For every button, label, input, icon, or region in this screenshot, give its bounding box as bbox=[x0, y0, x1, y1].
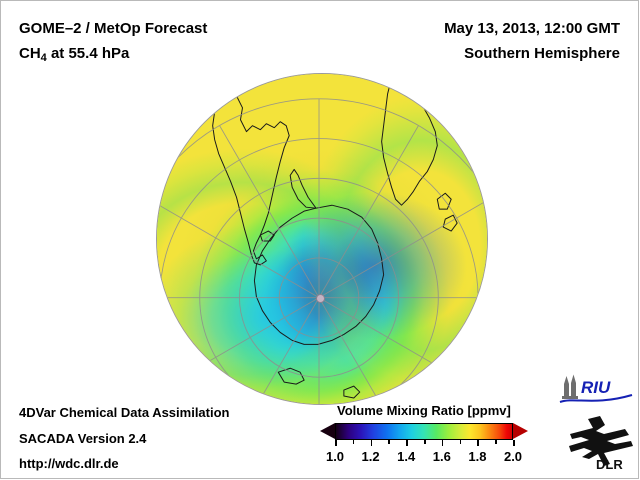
colorbar bbox=[317, 421, 531, 446]
colorbar-minor-tick bbox=[388, 440, 390, 444]
graticule-overlay bbox=[157, 98, 487, 404]
credit-line-1: 4DVar Chemical Data Assimilation bbox=[19, 405, 230, 420]
colorbar-max-arrow bbox=[513, 423, 528, 439]
colorbar-tick-label: 2.0 bbox=[503, 449, 523, 464]
colorbar-title: Volume Mixing Ratio [ppmv] bbox=[337, 403, 511, 418]
colorbar-major-tick bbox=[406, 440, 408, 446]
species-name: CH bbox=[19, 45, 41, 62]
page-title: GOME–2 / MetOp Forecast bbox=[19, 20, 208, 37]
colorbar-min-arrow bbox=[320, 423, 335, 439]
credit-line-3[interactable]: http://wdc.dlr.de bbox=[19, 456, 119, 471]
colorbar-gradient bbox=[335, 423, 513, 440]
colorbar-major-tick bbox=[513, 440, 515, 446]
dlr-logo-text: DLR bbox=[596, 457, 623, 472]
colorbar-major-tick bbox=[441, 440, 444, 446]
colorbar-tick-label: 1.0 bbox=[325, 449, 345, 464]
species-subscript: 4 bbox=[40, 52, 47, 64]
pressure-level: at 55.4 hPa bbox=[46, 45, 130, 62]
riu-logo: RIU bbox=[559, 374, 633, 403]
colorbar-major-tick bbox=[477, 440, 479, 446]
colorbar-minor-tick bbox=[352, 440, 355, 444]
colorbar-minor-tick bbox=[459, 440, 462, 444]
colorbar-major-tick bbox=[335, 440, 337, 446]
colorbar-tick-label: 1.4 bbox=[397, 449, 416, 464]
colorbar-tick-label: 1.8 bbox=[468, 449, 487, 464]
colorbar-major-tick bbox=[370, 440, 373, 446]
coastline-overlay bbox=[212, 77, 458, 399]
south-pole-marker bbox=[315, 294, 325, 304]
colorbar-ticks bbox=[335, 440, 515, 446]
field-blue-lobe-layer bbox=[157, 74, 487, 404]
species-level-label: CH4 at 55.4 hPa bbox=[19, 45, 129, 64]
colorbar-tick-label: 1.6 bbox=[432, 449, 451, 464]
colorbar-minor-tick bbox=[424, 440, 426, 444]
limb-shading bbox=[157, 74, 487, 404]
credit-line-2: SACADA Version 2.4 bbox=[19, 431, 147, 446]
dlr-logo: DLR bbox=[569, 416, 633, 472]
hemisphere-label: Southern Hemisphere bbox=[464, 45, 620, 62]
datetime-label: May 13, 2013, 12:00 GMT bbox=[444, 20, 620, 37]
globe-disc bbox=[156, 73, 488, 405]
riu-logo-text: RIU bbox=[581, 378, 611, 397]
globe-map bbox=[156, 73, 488, 405]
colorbar-tick-label: 1.2 bbox=[361, 449, 380, 464]
colorbar-tick-labels: 1.0 1.2 1.4 1.6 1.8 2.0 bbox=[1, 449, 640, 469]
colorbar-minor-tick bbox=[495, 440, 497, 444]
